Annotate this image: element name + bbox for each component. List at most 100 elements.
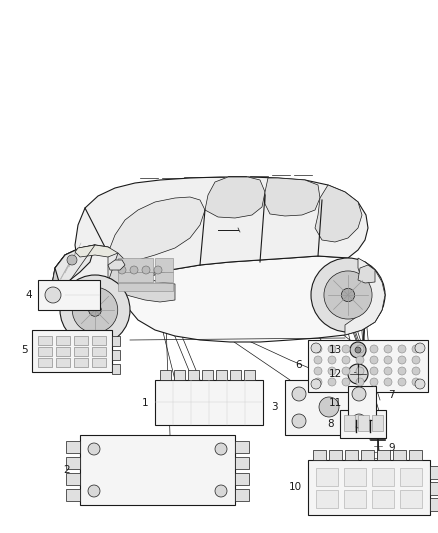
Circle shape — [370, 367, 378, 375]
Bar — [38, 336, 52, 345]
Bar — [400, 490, 422, 508]
Bar — [202, 370, 213, 380]
Circle shape — [88, 443, 100, 455]
Bar — [372, 415, 383, 431]
Bar — [285, 380, 373, 435]
Bar — [345, 450, 358, 460]
Text: 12: 12 — [329, 369, 342, 379]
Bar — [38, 358, 52, 367]
Bar — [377, 450, 390, 460]
Circle shape — [89, 304, 101, 316]
Bar — [38, 280, 100, 310]
Bar — [308, 460, 430, 515]
Circle shape — [314, 367, 322, 375]
Circle shape — [412, 356, 420, 364]
Bar — [118, 283, 173, 291]
Circle shape — [384, 356, 392, 364]
Bar — [188, 370, 199, 380]
Circle shape — [328, 345, 336, 353]
Bar — [344, 490, 366, 508]
Bar — [56, 358, 70, 367]
Circle shape — [342, 356, 350, 364]
Bar — [92, 336, 106, 345]
Bar — [348, 386, 376, 420]
Circle shape — [384, 345, 392, 353]
Circle shape — [398, 356, 406, 364]
Bar — [74, 336, 88, 345]
Bar — [372, 468, 394, 486]
Polygon shape — [75, 177, 368, 286]
Bar — [66, 473, 80, 485]
Bar — [56, 336, 70, 345]
Circle shape — [142, 266, 150, 274]
Bar — [66, 489, 80, 501]
Bar — [358, 415, 369, 431]
Bar — [38, 347, 52, 356]
Bar — [92, 358, 106, 367]
Polygon shape — [108, 253, 175, 302]
Text: 9: 9 — [388, 443, 395, 453]
Bar — [80, 435, 235, 505]
Circle shape — [370, 356, 378, 364]
Polygon shape — [315, 185, 362, 242]
Bar — [430, 498, 438, 511]
Circle shape — [88, 485, 100, 497]
Bar — [235, 457, 249, 469]
Text: 3: 3 — [272, 402, 278, 412]
Bar — [235, 489, 249, 501]
Bar — [74, 347, 88, 356]
Circle shape — [342, 345, 350, 353]
Circle shape — [352, 387, 366, 401]
Bar — [216, 370, 227, 380]
Bar — [155, 272, 173, 282]
Bar — [344, 468, 366, 486]
Circle shape — [341, 288, 355, 302]
Text: 6: 6 — [295, 360, 302, 370]
Polygon shape — [205, 177, 265, 218]
Polygon shape — [52, 248, 80, 288]
Bar — [66, 457, 80, 469]
Circle shape — [311, 343, 321, 353]
Circle shape — [342, 367, 350, 375]
Bar — [393, 450, 406, 460]
Bar — [56, 347, 70, 356]
Bar — [112, 336, 120, 346]
Circle shape — [328, 378, 336, 386]
Bar — [160, 370, 171, 380]
Bar — [118, 272, 153, 282]
Circle shape — [118, 266, 126, 274]
Circle shape — [370, 378, 378, 386]
Bar — [155, 258, 173, 272]
Circle shape — [311, 379, 321, 389]
Bar — [372, 490, 394, 508]
Text: 10: 10 — [289, 482, 302, 492]
Polygon shape — [358, 265, 375, 283]
Polygon shape — [55, 245, 95, 292]
Text: 4: 4 — [25, 290, 32, 300]
Circle shape — [314, 345, 322, 353]
Circle shape — [328, 356, 336, 364]
Polygon shape — [108, 260, 125, 270]
Circle shape — [356, 345, 364, 353]
Polygon shape — [75, 245, 118, 257]
Circle shape — [292, 414, 306, 428]
Text: 7: 7 — [388, 390, 395, 400]
Circle shape — [356, 378, 364, 386]
Bar — [308, 340, 428, 392]
Bar — [112, 350, 120, 360]
Bar — [361, 450, 374, 460]
Circle shape — [314, 378, 322, 386]
Circle shape — [292, 387, 306, 401]
Bar — [118, 258, 153, 272]
Circle shape — [45, 287, 61, 303]
Polygon shape — [52, 245, 385, 342]
Bar — [430, 466, 438, 479]
Circle shape — [356, 356, 364, 364]
Circle shape — [324, 271, 372, 319]
Circle shape — [314, 356, 322, 364]
Circle shape — [398, 345, 406, 353]
Polygon shape — [345, 258, 385, 335]
Bar — [409, 450, 422, 460]
Bar — [235, 441, 249, 453]
Circle shape — [342, 378, 350, 386]
